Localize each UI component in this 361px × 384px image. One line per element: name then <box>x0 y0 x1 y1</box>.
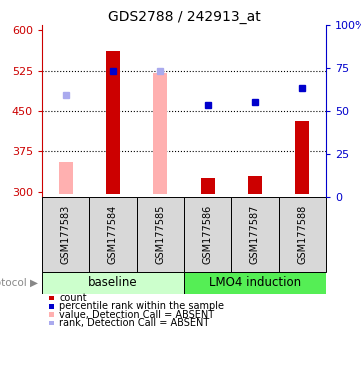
Bar <box>137 197 184 272</box>
Bar <box>231 197 279 272</box>
Text: count: count <box>59 293 87 303</box>
Bar <box>279 197 326 272</box>
Text: LMO4 induction: LMO4 induction <box>209 276 301 290</box>
Text: GSM177588: GSM177588 <box>297 205 307 264</box>
Text: GSM177583: GSM177583 <box>61 205 71 264</box>
Bar <box>248 175 262 194</box>
Bar <box>201 178 215 194</box>
Bar <box>106 51 120 194</box>
Text: value, Detection Call = ABSENT: value, Detection Call = ABSENT <box>59 310 214 320</box>
Bar <box>58 162 73 194</box>
Text: GSM177587: GSM177587 <box>250 205 260 264</box>
Bar <box>184 272 326 294</box>
Text: protocol ▶: protocol ▶ <box>0 278 38 288</box>
Text: rank, Detection Call = ABSENT: rank, Detection Call = ABSENT <box>59 318 209 328</box>
Bar <box>153 73 168 194</box>
Text: GSM177585: GSM177585 <box>155 205 165 264</box>
Bar <box>42 272 184 294</box>
Bar <box>42 197 89 272</box>
Text: percentile rank within the sample: percentile rank within the sample <box>59 301 224 311</box>
Bar <box>184 197 231 272</box>
Bar <box>295 121 309 194</box>
Bar <box>89 197 137 272</box>
Text: GSM177584: GSM177584 <box>108 205 118 264</box>
Text: GSM177586: GSM177586 <box>203 205 213 264</box>
Title: GDS2788 / 242913_at: GDS2788 / 242913_at <box>108 10 260 24</box>
Text: baseline: baseline <box>88 276 138 290</box>
